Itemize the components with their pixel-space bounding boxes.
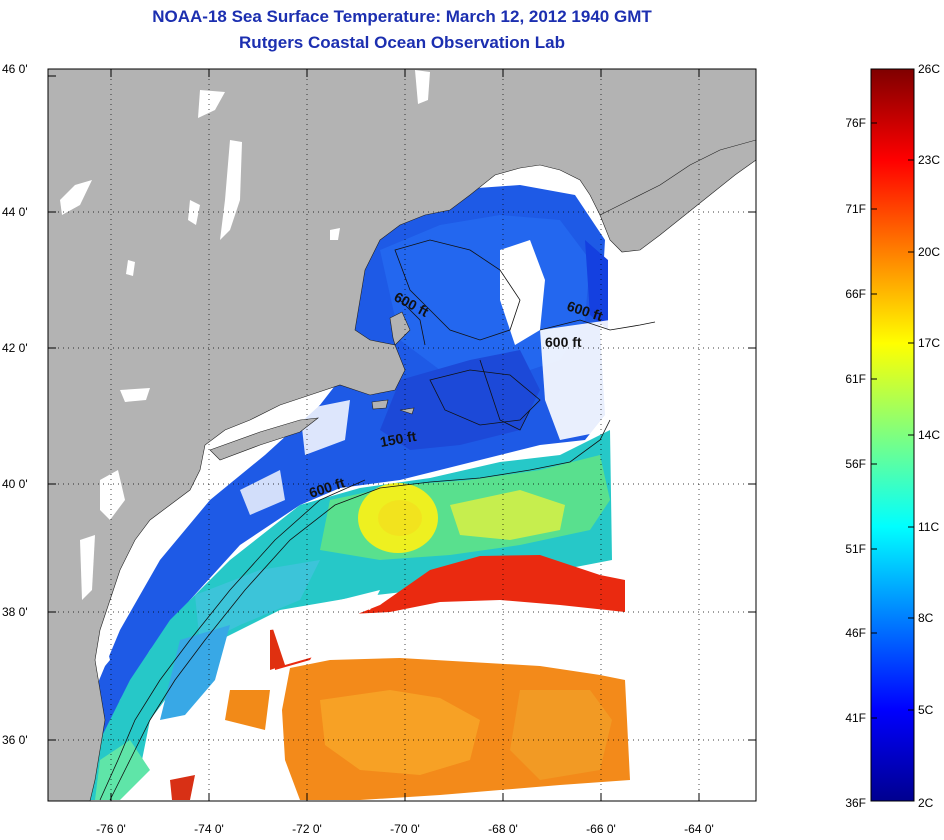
contour-label-600ft-georges: 600 ft (545, 334, 582, 350)
lat-label-44: 44 0' (2, 205, 28, 219)
lat-label-42: 42 0' (2, 341, 28, 355)
colorbar-c-11: 11C (918, 520, 939, 534)
colorbar-f-76: 76F (845, 116, 866, 130)
lon-label-66: -66 0' (586, 822, 616, 836)
inland-lakes (60, 70, 430, 600)
axis-ticks (48, 69, 756, 801)
colorbar-celsius-labels: 26C 23C 20C 17C 14C 11C 8C 5C 2C (918, 62, 940, 810)
lat-lon-grid (48, 69, 756, 801)
lon-label-70: -70 0' (390, 822, 420, 836)
colorbar-fahrenheit-labels: 76F 71F 66F 61F 56F 51F 46F 41F 36F (845, 116, 866, 810)
colorbar-c-5: 5C (918, 703, 934, 717)
colorbar-c-8: 8C (918, 611, 934, 625)
colorbar-f-41: 41F (845, 711, 866, 725)
lat-label-40: 40 0' (2, 477, 28, 491)
lon-label-72: -72 0' (292, 822, 322, 836)
map-subtitle: Rutgers Coastal Ocean Observation Lab (239, 33, 565, 52)
lat-label-46: 46 0' (2, 62, 28, 76)
bathymetry-contours (99, 239, 656, 801)
colorbar-gradient (870, 68, 915, 802)
colorbar-f-61: 61F (845, 372, 866, 386)
colorbar-c-14: 14C (918, 428, 940, 442)
colorbar-c-20: 20C (918, 245, 940, 259)
colorbar-c-17: 17C (918, 336, 940, 350)
plot-frame (47, 68, 757, 802)
colorbar-f-71: 71F (845, 202, 866, 216)
colorbar-f-51: 51F (845, 542, 866, 556)
land-mask (48, 69, 756, 801)
colorbar-c-2: 2C (918, 796, 934, 810)
sst-imagery (60, 138, 630, 800)
latitude-tick-labels: 46 0' 44 0' 42 0' 40 0' 38 0' 36 0' (2, 62, 28, 747)
lat-label-38: 38 0' (2, 605, 28, 619)
contour-label-150ft: 150 ft (379, 428, 418, 450)
colorbar-f-66: 66F (845, 287, 866, 301)
colorbar-ticks (871, 68, 914, 719)
colorbar-f-56: 56F (845, 457, 866, 471)
lon-label-64: -64 0' (684, 822, 714, 836)
colorbar-c-23: 23C (918, 153, 940, 167)
lon-label-68: -68 0' (488, 822, 518, 836)
lon-label-76: -76 0' (96, 822, 126, 836)
longitude-tick-labels: -76 0' -74 0' -72 0' -70 0' -68 0' -66 0… (96, 822, 714, 836)
lat-label-36: 36 0' (2, 733, 28, 747)
lon-label-74: -74 0' (194, 822, 224, 836)
colorbar-f-46: 46F (845, 626, 866, 640)
colorbar-f-36: 36F (845, 796, 866, 810)
colorbar: 76F 71F 66F 61F 56F 51F 46F 41F 36F 26C … (845, 62, 940, 810)
colorbar-c-26: 26C (918, 62, 940, 76)
map-title: NOAA-18 Sea Surface Temperature: March 1… (152, 7, 652, 26)
